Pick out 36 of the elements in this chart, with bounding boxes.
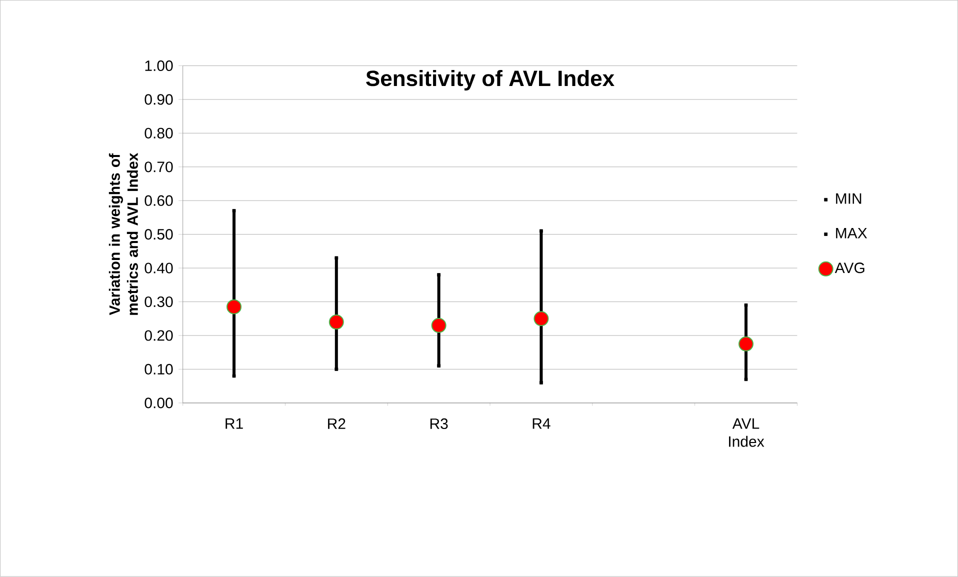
point: [328, 314, 344, 330]
y-tick-label: 0.70: [144, 162, 173, 172]
point: [738, 336, 754, 352]
legend-label: AVG: [834, 262, 864, 274]
point: [232, 209, 236, 213]
x-tick-label: R3: [430, 418, 448, 430]
legend-label: MAX: [836, 228, 868, 238]
legend-label: MIN: [836, 194, 862, 204]
y-tick-label: 0.80: [144, 128, 173, 139]
y-tick-label: 0.40: [144, 262, 173, 274]
y-axis-title: Variation in weights of metrics and AVL Index: [108, 152, 138, 316]
y-tick-label: 0.60: [144, 195, 173, 206]
point: [437, 364, 441, 368]
point: [437, 273, 441, 277]
x-tick-label: R4: [532, 418, 550, 429]
y-tick-label: 0.20: [144, 330, 173, 341]
y-tick-label: 0.50: [144, 229, 173, 240]
point: [540, 229, 543, 233]
y-tick-label: 0.90: [144, 94, 173, 105]
point: [540, 381, 543, 385]
point: [334, 256, 338, 260]
point: [334, 368, 338, 372]
x-tick-label: R2: [328, 418, 346, 430]
point: [744, 378, 748, 382]
point: [431, 318, 446, 334]
x-tick-label: AVL Index: [729, 418, 764, 448]
y-tick-label: 0.30: [144, 296, 173, 308]
y-tick-label: 0.00: [144, 398, 173, 408]
point: [534, 311, 549, 326]
y-tick-label: 0.10: [144, 364, 173, 375]
y-tick-label: 1.00: [145, 60, 173, 72]
point: [744, 304, 748, 307]
point: [226, 299, 242, 314]
x-tick-label: R1: [226, 418, 243, 429]
point: [232, 374, 236, 378]
chart-title: Sensitivity of AVL Index: [366, 70, 614, 91]
